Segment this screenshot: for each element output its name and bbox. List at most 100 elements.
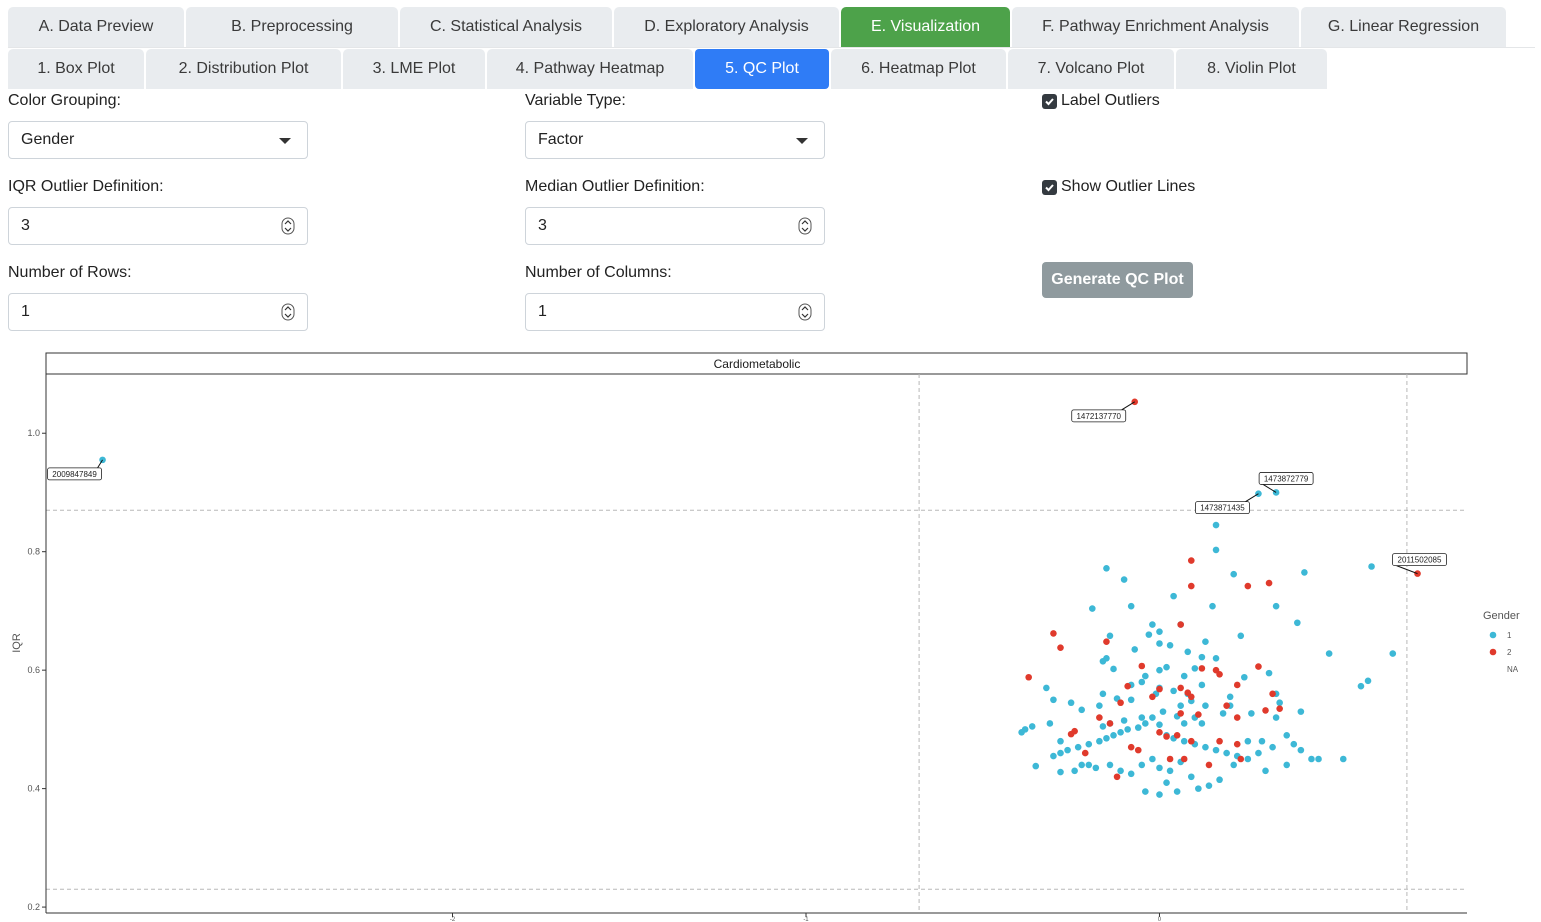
data-point-gender-1 (1262, 767, 1269, 775)
spinner-icon[interactable] (798, 217, 812, 235)
tab-distribution-plot[interactable]: 2. Distribution Plot (146, 49, 341, 89)
tab-visualization[interactable]: E. Visualization (841, 7, 1010, 47)
label-leader (1121, 401, 1135, 411)
data-point-gender-1 (1127, 770, 1135, 778)
data-point-gender-2 (1233, 681, 1241, 689)
data-point-gender-1 (1106, 761, 1114, 769)
data-point-gender-2 (1187, 737, 1195, 745)
legend-entry-label: 1 (1507, 631, 1512, 640)
data-point-gender-1 (1120, 576, 1128, 583)
data-point-gender-1 (1142, 788, 1149, 795)
color-grouping-select[interactable]: Gender (8, 121, 308, 159)
data-point-gender-1 (1074, 743, 1082, 751)
tab-heatmap-plot[interactable]: 6. Heatmap Plot (831, 49, 1006, 89)
data-point-gender-1 (1120, 717, 1128, 724)
data-point-gender-2 (1025, 673, 1032, 681)
median-outlier-input[interactable]: 3 (525, 207, 825, 245)
tab-volcano-plot[interactable]: 7. Volcano Plot (1008, 49, 1174, 89)
y-tick-label: 0.6 (27, 665, 40, 675)
data-point-gender-2 (1177, 621, 1184, 628)
data-point-gender-1 (1191, 665, 1199, 672)
data-point-gender-1 (1184, 648, 1192, 656)
tab-qc-plot[interactable]: 5. QC Plot (695, 49, 829, 89)
data-point-gender-1 (1067, 699, 1075, 707)
number-of-columns-label: Number of Columns: (525, 264, 672, 281)
data-point-gender-1 (1368, 563, 1375, 570)
data-point-gender-1 (1219, 710, 1227, 717)
data-point-gender-1 (1269, 743, 1276, 751)
variable-type-value: Factor (538, 131, 584, 148)
tab-pathway-heatmap[interactable]: 4. Pathway Heatmap (487, 49, 693, 89)
data-point-gender-1 (1209, 602, 1216, 610)
tab-preprocessing[interactable]: B. Preprocessing (186, 7, 398, 47)
number-of-columns-input[interactable]: 1 (525, 293, 825, 331)
data-point-gender-1 (1272, 602, 1280, 610)
data-point-gender-2 (1187, 557, 1195, 564)
data-point-gender-1 (1028, 723, 1036, 730)
tab-box-plot[interactable]: 1. Box Plot (8, 49, 144, 89)
show-outlier-lines-checkbox[interactable] (1042, 179, 1057, 195)
data-point-gender-2 (1173, 732, 1181, 739)
median-outlier-value: 3 (538, 217, 547, 234)
data-point-gender-1 (1198, 681, 1206, 689)
iqr-outlier-input[interactable]: 3 (8, 207, 308, 245)
tab-linear-regression[interactable]: G. Linear Regression (1301, 7, 1506, 47)
data-point-gender-1 (1032, 762, 1040, 770)
legend-entry-label: NA (1507, 665, 1519, 674)
data-point-gender-1 (1156, 666, 1163, 674)
panel-strip (45, 352, 1468, 375)
data-point-gender-1 (1103, 734, 1110, 742)
outlier-lines (46, 374, 1467, 913)
data-point-gender-2 (1163, 733, 1170, 740)
data-point-gender-1 (1127, 602, 1135, 610)
data-point-gender-1 (1117, 767, 1124, 775)
generate-qc-plot-button[interactable]: Generate QC Plot (1042, 262, 1193, 298)
tab-statistical-analysis[interactable]: C. Statistical Analysis (400, 7, 612, 47)
tab-data-preview[interactable]: A. Data Preview (8, 7, 184, 47)
variable-type-select[interactable]: Factor (525, 121, 825, 159)
data-point-gender-2 (1216, 671, 1223, 678)
label-outliers-checkbox-row[interactable]: Label Outliers (1042, 92, 1160, 110)
data-point-gender-1 (1180, 720, 1188, 727)
tab-divider (8, 47, 1535, 48)
data-point-gender-1 (1198, 653, 1206, 661)
data-point-gender-2 (1223, 702, 1230, 709)
median-outlier-label: Median Outlier Definition: (525, 178, 705, 195)
outlier-label-text: 1473871435 (1200, 504, 1245, 513)
data-point-gender-2 (1195, 711, 1202, 718)
x-tick-label: -2 (450, 917, 456, 922)
data-point-gender-2 (1113, 773, 1121, 781)
number-of-rows-input[interactable]: 1 (8, 293, 308, 331)
show-outlier-lines-checkbox-row[interactable]: Show Outlier Lines (1042, 178, 1195, 196)
data-point-gender-1 (1099, 657, 1107, 665)
data-point-gender-1 (1202, 743, 1209, 751)
data-point-gender-2 (1180, 755, 1188, 763)
spinner-icon[interactable] (281, 217, 295, 235)
data-point-gender-1 (1290, 740, 1298, 748)
data-point-gender-1 (1294, 619, 1301, 627)
data-point-gender-1 (1212, 746, 1220, 754)
legend-title: Gender (1483, 610, 1520, 622)
data-point-gender-2 (1216, 737, 1223, 745)
spinner-icon[interactable] (798, 303, 812, 321)
data-point-gender-1 (1156, 764, 1163, 772)
tab-lme-plot[interactable]: 3. LME Plot (343, 49, 485, 89)
data-point-gender-2 (1156, 685, 1163, 693)
label-leader (97, 459, 103, 469)
data-point-gender-1 (1315, 755, 1322, 763)
data-point-gender-1 (1099, 690, 1107, 698)
spinner-icon[interactable] (281, 303, 295, 321)
data-point-gender-1 (1357, 682, 1365, 690)
tab-pathway-enrichment-analysis[interactable]: F. Pathway Enrichment Analysis (1012, 7, 1299, 47)
x-tick-label: 0 (1158, 917, 1162, 922)
data-point-gender-1 (1166, 767, 1174, 775)
data-point-gender-1 (1339, 755, 1347, 763)
data-point-gender-1 (1180, 672, 1188, 680)
tab-violin-plot[interactable]: 8. Violin Plot (1176, 49, 1327, 89)
data-point-gender-1 (1089, 605, 1096, 612)
outlier-label-text: 1473872779 (1264, 474, 1309, 483)
data-point-gender-1 (1389, 650, 1397, 657)
label-outliers-checkbox[interactable] (1042, 93, 1057, 109)
data-point-gender-1 (1110, 665, 1117, 673)
tab-exploratory-analysis[interactable]: D. Exploratory Analysis (614, 7, 839, 47)
